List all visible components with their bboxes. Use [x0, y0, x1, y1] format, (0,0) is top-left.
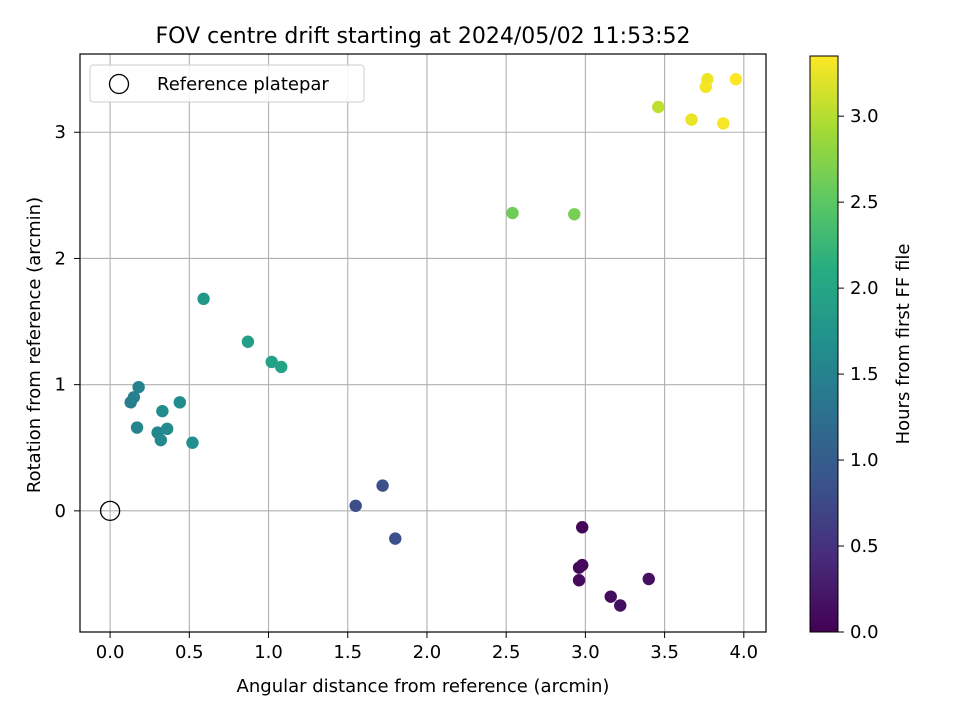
data-point — [265, 355, 278, 369]
data-point — [130, 421, 144, 434]
data-point — [132, 380, 145, 394]
colorbar-tick-label: 2.5 — [850, 192, 879, 213]
data-point — [642, 572, 655, 586]
colorbar-tick-label: 1.0 — [850, 450, 879, 471]
legend: Reference platepar — [89, 64, 365, 103]
y-axis-ticks: 0 1 2 3 — [55, 122, 80, 522]
x-tick-label: 2.5 — [492, 642, 521, 663]
data-point — [160, 422, 174, 436]
colorbar-tick-label: 0.5 — [850, 536, 879, 557]
x-tick-label: 2.0 — [413, 642, 442, 663]
data-point — [604, 590, 617, 603]
data-point — [572, 574, 586, 587]
data-point — [568, 208, 581, 221]
data-point — [699, 80, 712, 94]
colorbar-label: Hours from first FF file — [893, 244, 914, 445]
colorbar-tick-label: 3.0 — [850, 106, 879, 127]
colorbar-gradient — [809, 55, 839, 633]
colorbar-ticks: 0.0 0.5 1.0 1.5 2.0 2.5 3.0 — [838, 106, 879, 643]
legend-label-reference: Reference platepar — [157, 74, 329, 95]
data-point — [389, 532, 402, 545]
data-point — [197, 292, 210, 306]
data-point — [717, 117, 730, 130]
legend-marker-reference — [108, 73, 130, 95]
y-tick-label: 2 — [55, 248, 66, 269]
x-tick-label: 1.5 — [333, 642, 362, 663]
chart-title: FOV centre drift starting at 2024/05/02 … — [156, 24, 691, 49]
colorbar-tick-label: 0.0 — [850, 622, 879, 643]
data-point — [576, 521, 589, 534]
colorbar: 0.0 0.5 1.0 1.5 2.0 2.5 3.0 Hours from first F… — [809, 55, 914, 643]
colorbar-tick-label: 2.0 — [850, 278, 879, 299]
legend-box — [89, 64, 365, 103]
data-point — [275, 360, 288, 374]
y-tick-label: 1 — [55, 375, 66, 396]
x-tick-label: 1.0 — [254, 642, 283, 663]
data-point — [376, 479, 389, 492]
x-tick-label: 3.0 — [571, 642, 600, 663]
data-point — [154, 433, 167, 447]
plot-area — [79, 53, 767, 633]
x-tick-label: 4.0 — [729, 642, 758, 663]
x-tick-label: 0.0 — [96, 642, 125, 663]
data-point — [729, 73, 743, 86]
data-point — [614, 599, 627, 612]
y-tick-label: 0 — [55, 501, 66, 522]
colorbar-tick-label: 1.5 — [850, 364, 879, 385]
x-tick-label: 0.5 — [175, 642, 204, 663]
data-points — [124, 73, 743, 612]
data-point — [506, 206, 519, 220]
data-point — [241, 335, 255, 348]
grid — [80, 54, 766, 632]
data-point — [173, 396, 187, 409]
y-tick-label: 3 — [55, 122, 66, 143]
data-point — [186, 436, 199, 449]
data-point — [156, 404, 169, 418]
x-tick-label: 3.5 — [650, 642, 679, 663]
reference-marker — [99, 500, 121, 521]
data-point — [685, 113, 698, 126]
x-axis-label: Angular distance from reference (arcmin) — [237, 676, 610, 697]
y-axis-label: Rotation from reference (arcmin) — [24, 197, 45, 493]
data-point — [652, 100, 665, 114]
data-point — [349, 499, 362, 512]
data-point — [127, 391, 141, 404]
x-axis-ticks: 0.0 0.5 1.0 1.5 2.0 2.5 3.0 3.5 4.0 — [96, 632, 758, 663]
data-point — [576, 558, 589, 572]
